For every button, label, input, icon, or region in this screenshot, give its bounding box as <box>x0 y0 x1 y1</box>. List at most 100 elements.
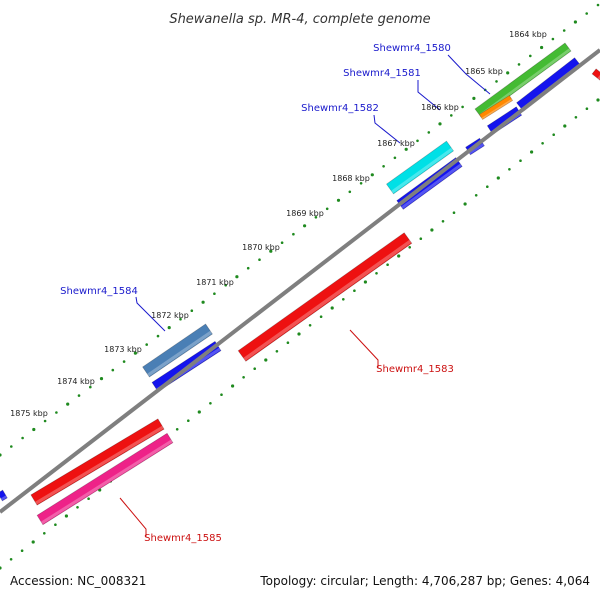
forward-cds-layer <box>142 42 582 393</box>
tick-dot <box>145 343 148 346</box>
tick-dot <box>64 514 68 518</box>
gene-bar-red-cds <box>30 418 165 506</box>
tick-dot <box>585 107 589 110</box>
tick-dot <box>508 168 511 171</box>
gene-labels-layer: Shewmr4_1580 Shewmr4_1581 Shewmr4_1582 Shew… <box>60 43 454 544</box>
tick-dot <box>246 266 250 270</box>
tick-dot <box>190 309 194 313</box>
tick-dot <box>220 393 223 397</box>
tick-dot <box>156 334 160 338</box>
tick-dot <box>319 315 323 319</box>
cds-bar-red-edge <box>591 68 600 81</box>
tick-dot <box>54 523 57 526</box>
tick-dot <box>253 367 256 371</box>
tick-dot <box>21 436 24 440</box>
tick-dot <box>122 360 126 363</box>
gene-label-shewmr4-1581[interactable]: Shewmr4_1581 <box>343 68 421 79</box>
tick-dot <box>77 394 81 397</box>
tick-dots-layer <box>0 3 600 570</box>
leader-line <box>349 329 379 368</box>
tick-dot <box>0 453 2 457</box>
tick-dot <box>0 566 2 570</box>
label-leader-lines <box>119 54 491 537</box>
gene-bar-shewmr4-1583 <box>237 232 413 362</box>
leader-line <box>119 497 147 537</box>
gene-bar-shewmr4-1585 <box>36 432 174 526</box>
tick-dot <box>574 116 578 119</box>
tick-dot <box>167 326 171 330</box>
tick-dot <box>463 202 467 206</box>
tick-dot <box>382 165 385 168</box>
tick-dot <box>359 182 363 185</box>
tick-dot <box>89 385 92 389</box>
tick-dot <box>486 185 489 188</box>
tick-dot <box>336 198 341 202</box>
tick-dot <box>99 377 104 381</box>
tick-dot <box>10 445 13 448</box>
tick-dot <box>308 324 312 327</box>
tick-dot <box>430 228 434 232</box>
tick-dot <box>43 419 47 423</box>
gene-label-shewmr4-1585[interactable]: Shewmr4_1585 <box>144 533 222 544</box>
tick-dot <box>275 350 279 353</box>
tick-dot <box>342 298 345 301</box>
gene-label-shewmr4-1584[interactable]: Shewmr4_1584 <box>60 286 138 297</box>
gene-bar-shewmr4-1581 <box>478 95 514 120</box>
tick-dot <box>303 224 307 228</box>
tick-dot <box>32 427 36 432</box>
tick-dot <box>472 96 476 100</box>
tick-dot <box>495 80 498 83</box>
tick-dot <box>264 358 268 362</box>
tick-dot <box>314 216 318 219</box>
tick-dot <box>280 241 284 244</box>
tick-dot <box>517 63 521 66</box>
tick-dot <box>370 173 374 177</box>
kbp-label: 1871 kbp <box>196 278 234 287</box>
gene-label-shewmr4-1583[interactable]: Shewmr4_1583 <box>376 364 454 375</box>
kbp-label: 1864 kbp <box>509 30 547 39</box>
tick-dot <box>438 122 442 126</box>
kbp-label: 1868 kbp <box>332 174 370 183</box>
leader-line <box>373 114 401 144</box>
tick-dot <box>269 249 273 253</box>
tick-dot <box>461 105 464 109</box>
gene-label-shewmr4-1580[interactable]: Shewmr4_1580 <box>373 43 451 54</box>
genome-backbone <box>0 48 600 514</box>
kbp-label: 1873 kbp <box>104 345 142 354</box>
tick-dot <box>551 37 555 41</box>
kbp-label: 1875 kbp <box>10 409 48 418</box>
tick-dot <box>87 497 90 501</box>
tick-dot <box>201 300 205 304</box>
tick-dot <box>348 190 352 194</box>
tick-dot <box>393 156 397 160</box>
tick-dot <box>563 124 567 128</box>
tick-dot <box>213 292 216 296</box>
tick-dot <box>573 20 578 24</box>
leader-line <box>447 54 491 95</box>
tick-dot <box>330 306 334 310</box>
tick-dot <box>506 71 510 75</box>
tick-dot <box>397 254 401 258</box>
kbp-label: 1874 kbp <box>57 377 95 386</box>
tick-dot <box>363 280 367 284</box>
tick-dot <box>111 368 115 372</box>
tick-dot <box>375 272 378 275</box>
tick-dot <box>552 133 555 136</box>
tick-dot <box>297 332 301 336</box>
tick-dot <box>76 506 79 509</box>
tick-dot <box>519 159 522 162</box>
tick-dot <box>224 283 227 287</box>
tick-dot <box>419 237 423 240</box>
tick-dot <box>43 532 46 535</box>
tick-dot <box>9 558 13 561</box>
leader-line <box>135 296 166 332</box>
tick-dot <box>386 263 389 267</box>
gene-label-shewmr4-1582[interactable]: Shewmr4_1582 <box>301 103 379 114</box>
tick-dot <box>179 317 182 321</box>
tick-dot <box>404 147 408 151</box>
cds-bar-blue-edge <box>0 489 8 502</box>
tick-dot <box>541 142 544 145</box>
tick-dot <box>450 114 453 117</box>
